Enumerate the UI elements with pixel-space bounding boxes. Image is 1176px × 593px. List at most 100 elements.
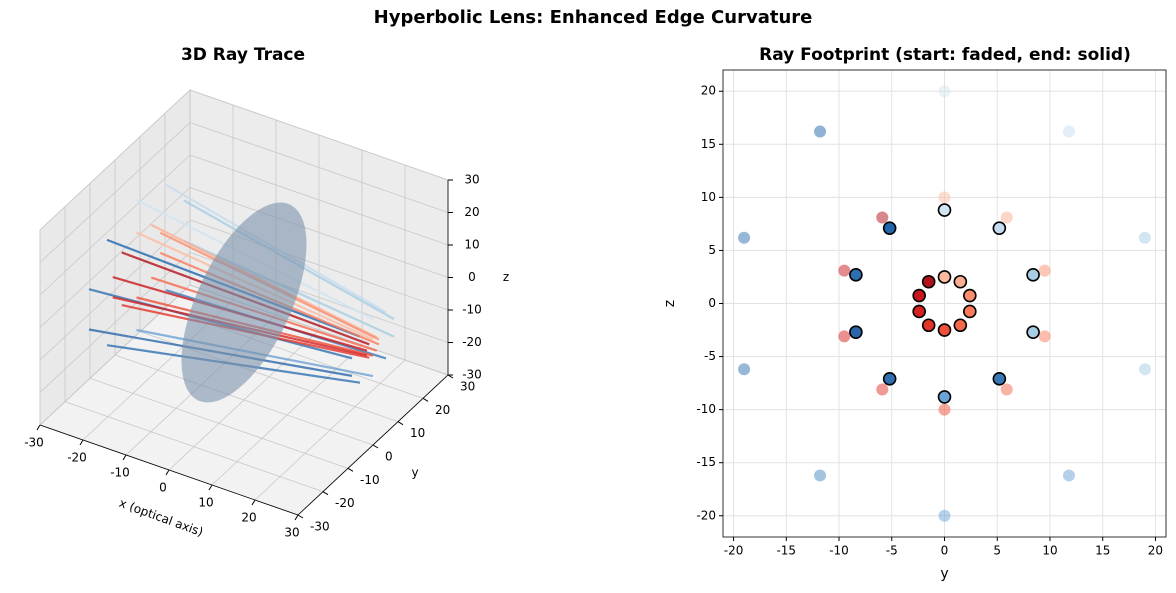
point <box>1000 383 1013 396</box>
tick-mark <box>79 439 84 446</box>
point <box>738 231 751 244</box>
point <box>876 211 889 224</box>
y-tick-label: -10 <box>360 473 380 487</box>
tick-mark <box>347 467 354 472</box>
x-tick-label: -15 <box>776 544 796 558</box>
y-tick-label: -20 <box>335 496 355 510</box>
y-tick-label: 20 <box>435 403 450 417</box>
x-tick-label: 20 <box>241 511 256 525</box>
point <box>937 203 952 217</box>
tick-mark <box>122 454 127 461</box>
tick-mark <box>372 444 379 449</box>
grid-line <box>89 377 349 469</box>
z-tick-label: 30 <box>464 173 479 187</box>
grid-line <box>189 154 449 246</box>
y-tick-label: 10 <box>410 426 425 440</box>
x-tick-label: 20 <box>1148 544 1163 558</box>
z-tick-label: 10 <box>464 238 479 252</box>
point <box>849 268 863 282</box>
x-tick-label: 30 <box>284 526 299 540</box>
point <box>849 325 863 339</box>
z-tick-label: 0 <box>468 270 476 284</box>
y-axis-label: y <box>411 466 418 480</box>
point <box>876 383 889 396</box>
y-tick-label: -15 <box>696 455 716 469</box>
x-tick-label: 5 <box>993 544 1001 558</box>
grid-line <box>114 354 374 446</box>
x-axis-label: x (optical axis) <box>117 496 205 539</box>
z-tick-label: -20 <box>462 335 482 349</box>
tick-mark <box>422 397 429 402</box>
point <box>953 318 968 333</box>
chart-title: Ray Footprint (start: faded, end: solid) <box>759 45 1131 65</box>
y-tick-label: 10 <box>701 190 716 204</box>
point <box>937 270 952 284</box>
point <box>838 330 851 343</box>
point <box>912 288 926 303</box>
tick-mark <box>297 514 304 519</box>
point <box>814 469 827 482</box>
x-tick-label: -20 <box>724 544 744 558</box>
y-tick-label: 30 <box>460 380 475 394</box>
point <box>921 274 936 289</box>
point <box>938 403 951 416</box>
point <box>814 125 827 138</box>
point <box>938 509 951 522</box>
point <box>937 390 952 404</box>
point <box>912 304 926 319</box>
lens-surface <box>181 202 307 403</box>
figure-title: Hyperbolic Lens: Enhanced Edge Curvature <box>374 7 813 28</box>
point <box>992 221 1007 235</box>
tick-mark <box>36 424 41 431</box>
point <box>937 323 952 337</box>
grid-line <box>39 219 191 361</box>
point <box>738 363 751 376</box>
tick-mark <box>208 484 213 491</box>
point <box>1138 363 1151 376</box>
axis-line <box>39 424 299 516</box>
point <box>882 221 897 235</box>
y-tick-label: -20 <box>696 508 716 522</box>
z-tick-label: -30 <box>462 368 482 382</box>
y-tick-label: 20 <box>701 84 716 98</box>
y-tick-label: -10 <box>696 402 716 416</box>
point <box>1026 325 1040 339</box>
point <box>1000 211 1013 224</box>
tick-mark <box>251 499 256 506</box>
x-tick-label: 10 <box>1042 544 1057 558</box>
axis-line <box>297 374 449 516</box>
x-tick-label: 0 <box>941 544 949 558</box>
grid-line <box>39 252 191 393</box>
grid-line <box>39 154 191 296</box>
x-tick-label: 0 <box>159 481 167 495</box>
x-tick-label: -10 <box>110 466 130 480</box>
y-tick-label: -5 <box>704 349 716 363</box>
point <box>838 264 851 277</box>
point <box>953 274 968 289</box>
grid-line <box>39 122 191 263</box>
tick-mark <box>322 491 329 496</box>
y-tick-label: 15 <box>701 137 716 151</box>
tick-mark <box>294 514 299 521</box>
tick-mark <box>165 469 170 476</box>
grid-line <box>39 89 191 231</box>
point <box>938 85 951 98</box>
point <box>1026 268 1040 282</box>
grid-line <box>64 401 324 493</box>
y-tick-label: 0 <box>385 450 393 464</box>
y-axis-label: z <box>662 300 678 307</box>
point <box>938 191 951 204</box>
grid-line <box>189 122 449 213</box>
grid-line <box>189 89 449 181</box>
y-tick-label: 5 <box>708 243 716 257</box>
x-axis-label: y <box>940 566 948 582</box>
z-tick-label: 20 <box>464 205 479 219</box>
point <box>1062 125 1075 138</box>
grid-line <box>39 187 191 328</box>
point <box>1038 264 1051 277</box>
x-tick-label: -30 <box>24 436 44 450</box>
plot-frame <box>722 69 1167 538</box>
tick-mark <box>397 421 404 426</box>
